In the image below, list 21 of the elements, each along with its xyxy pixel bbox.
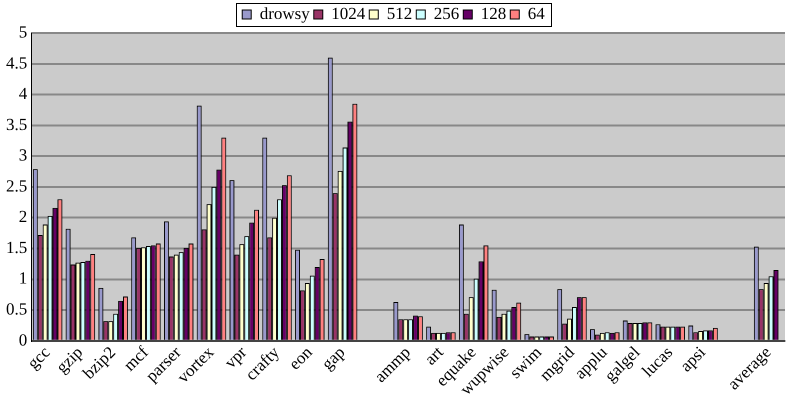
y-tick-label: 5 — [18, 22, 28, 42]
x-tick-label: gap — [318, 342, 349, 374]
legend-label: 1024 — [331, 4, 366, 23]
legend-label: drowsy — [260, 4, 310, 23]
y-tick-label: 1 — [18, 268, 28, 288]
legend-label: 256 — [434, 4, 460, 23]
y-tick-label: 0 — [18, 330, 28, 350]
y-tick-label: 3.5 — [6, 114, 28, 134]
x-tick-label: eon — [285, 342, 316, 374]
y-tick-label: 0.5 — [6, 300, 28, 319]
legend-label: 64 — [528, 4, 546, 23]
y-tick-label: 4.5 — [6, 53, 28, 72]
x-tick-label: vpr — [220, 342, 250, 372]
y-tick-label: 2 — [18, 207, 28, 226]
x-tick-label: apsi — [676, 342, 710, 376]
legend-label: 128 — [480, 4, 506, 23]
y-tick-label: 4 — [18, 84, 28, 104]
legend-label: 512 — [386, 4, 412, 23]
y-tick-label: 3 — [18, 146, 28, 165]
y-tick-label: 1.5 — [6, 238, 28, 257]
y-tick-label: 2.5 — [6, 176, 28, 196]
